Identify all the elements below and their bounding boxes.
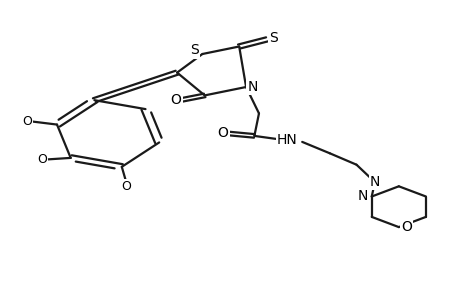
Text: O: O xyxy=(37,153,47,166)
Text: N: N xyxy=(357,190,367,203)
Text: O: O xyxy=(400,220,411,234)
Text: S: S xyxy=(189,44,198,57)
Text: HN: HN xyxy=(276,134,297,147)
Text: O: O xyxy=(217,127,228,140)
Text: S: S xyxy=(269,31,278,44)
Text: O: O xyxy=(170,93,181,107)
Text: N: N xyxy=(369,175,379,189)
Text: O: O xyxy=(22,115,32,128)
Text: N: N xyxy=(247,80,257,94)
Text: O: O xyxy=(121,180,131,193)
